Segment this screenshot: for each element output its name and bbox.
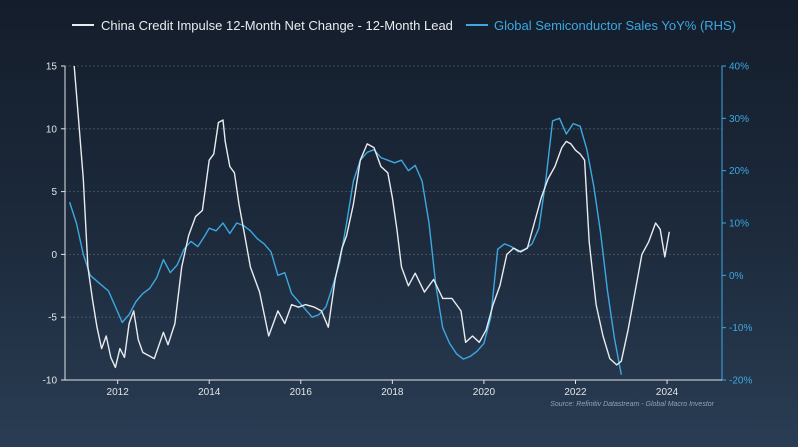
right-tick-label-0: 40% bbox=[729, 62, 749, 73]
series-line-semiconductor-sales bbox=[68, 117, 622, 375]
axes: 15 10 5 0 -5 -10 40% 30% 20% 10% 0% -10% -20% 2012 201… bbox=[43, 62, 753, 399]
series-lines bbox=[68, 65, 670, 375]
left-tick-label-2: 5 bbox=[51, 187, 57, 198]
right-tick-label-5: -10% bbox=[729, 323, 752, 334]
x-tick-label-5: 2022 bbox=[564, 387, 587, 398]
source-note: Source: Refinitiv Datastream - Global Ma… bbox=[550, 401, 714, 408]
right-tick-label-6: -20% bbox=[729, 376, 752, 387]
legend-label-china-credit-impulse: China Credit Impulse 12-Month Net Change… bbox=[101, 18, 453, 33]
left-tick-label-0: 15 bbox=[46, 62, 58, 73]
left-tick-label-3: 0 bbox=[51, 250, 57, 261]
legend-label-semiconductor-sales: Global Semiconductor Sales YoY% (RHS) bbox=[494, 18, 736, 33]
legend: China Credit Impulse 12-Month Net Change… bbox=[72, 18, 736, 33]
right-tick-label-1: 30% bbox=[729, 114, 749, 125]
left-tick-label-1: 10 bbox=[46, 124, 58, 135]
x-tick-label-6: 2024 bbox=[656, 387, 679, 398]
right-tick-label-3: 10% bbox=[729, 219, 749, 230]
x-tick-label-2: 2016 bbox=[290, 387, 313, 398]
left-tick-label-4: -5 bbox=[48, 313, 57, 324]
x-tick-label-1: 2014 bbox=[198, 387, 221, 398]
x-tick-label-0: 2012 bbox=[107, 387, 130, 398]
x-tick-label-3: 2018 bbox=[381, 387, 404, 398]
series-line-china-credit-impulse bbox=[73, 65, 670, 369]
right-tick-label-2: 20% bbox=[729, 166, 749, 177]
right-tick-label-4: 0% bbox=[729, 271, 744, 282]
left-tick-label-5: -10 bbox=[43, 376, 58, 387]
x-tick-label-4: 2020 bbox=[473, 387, 496, 398]
